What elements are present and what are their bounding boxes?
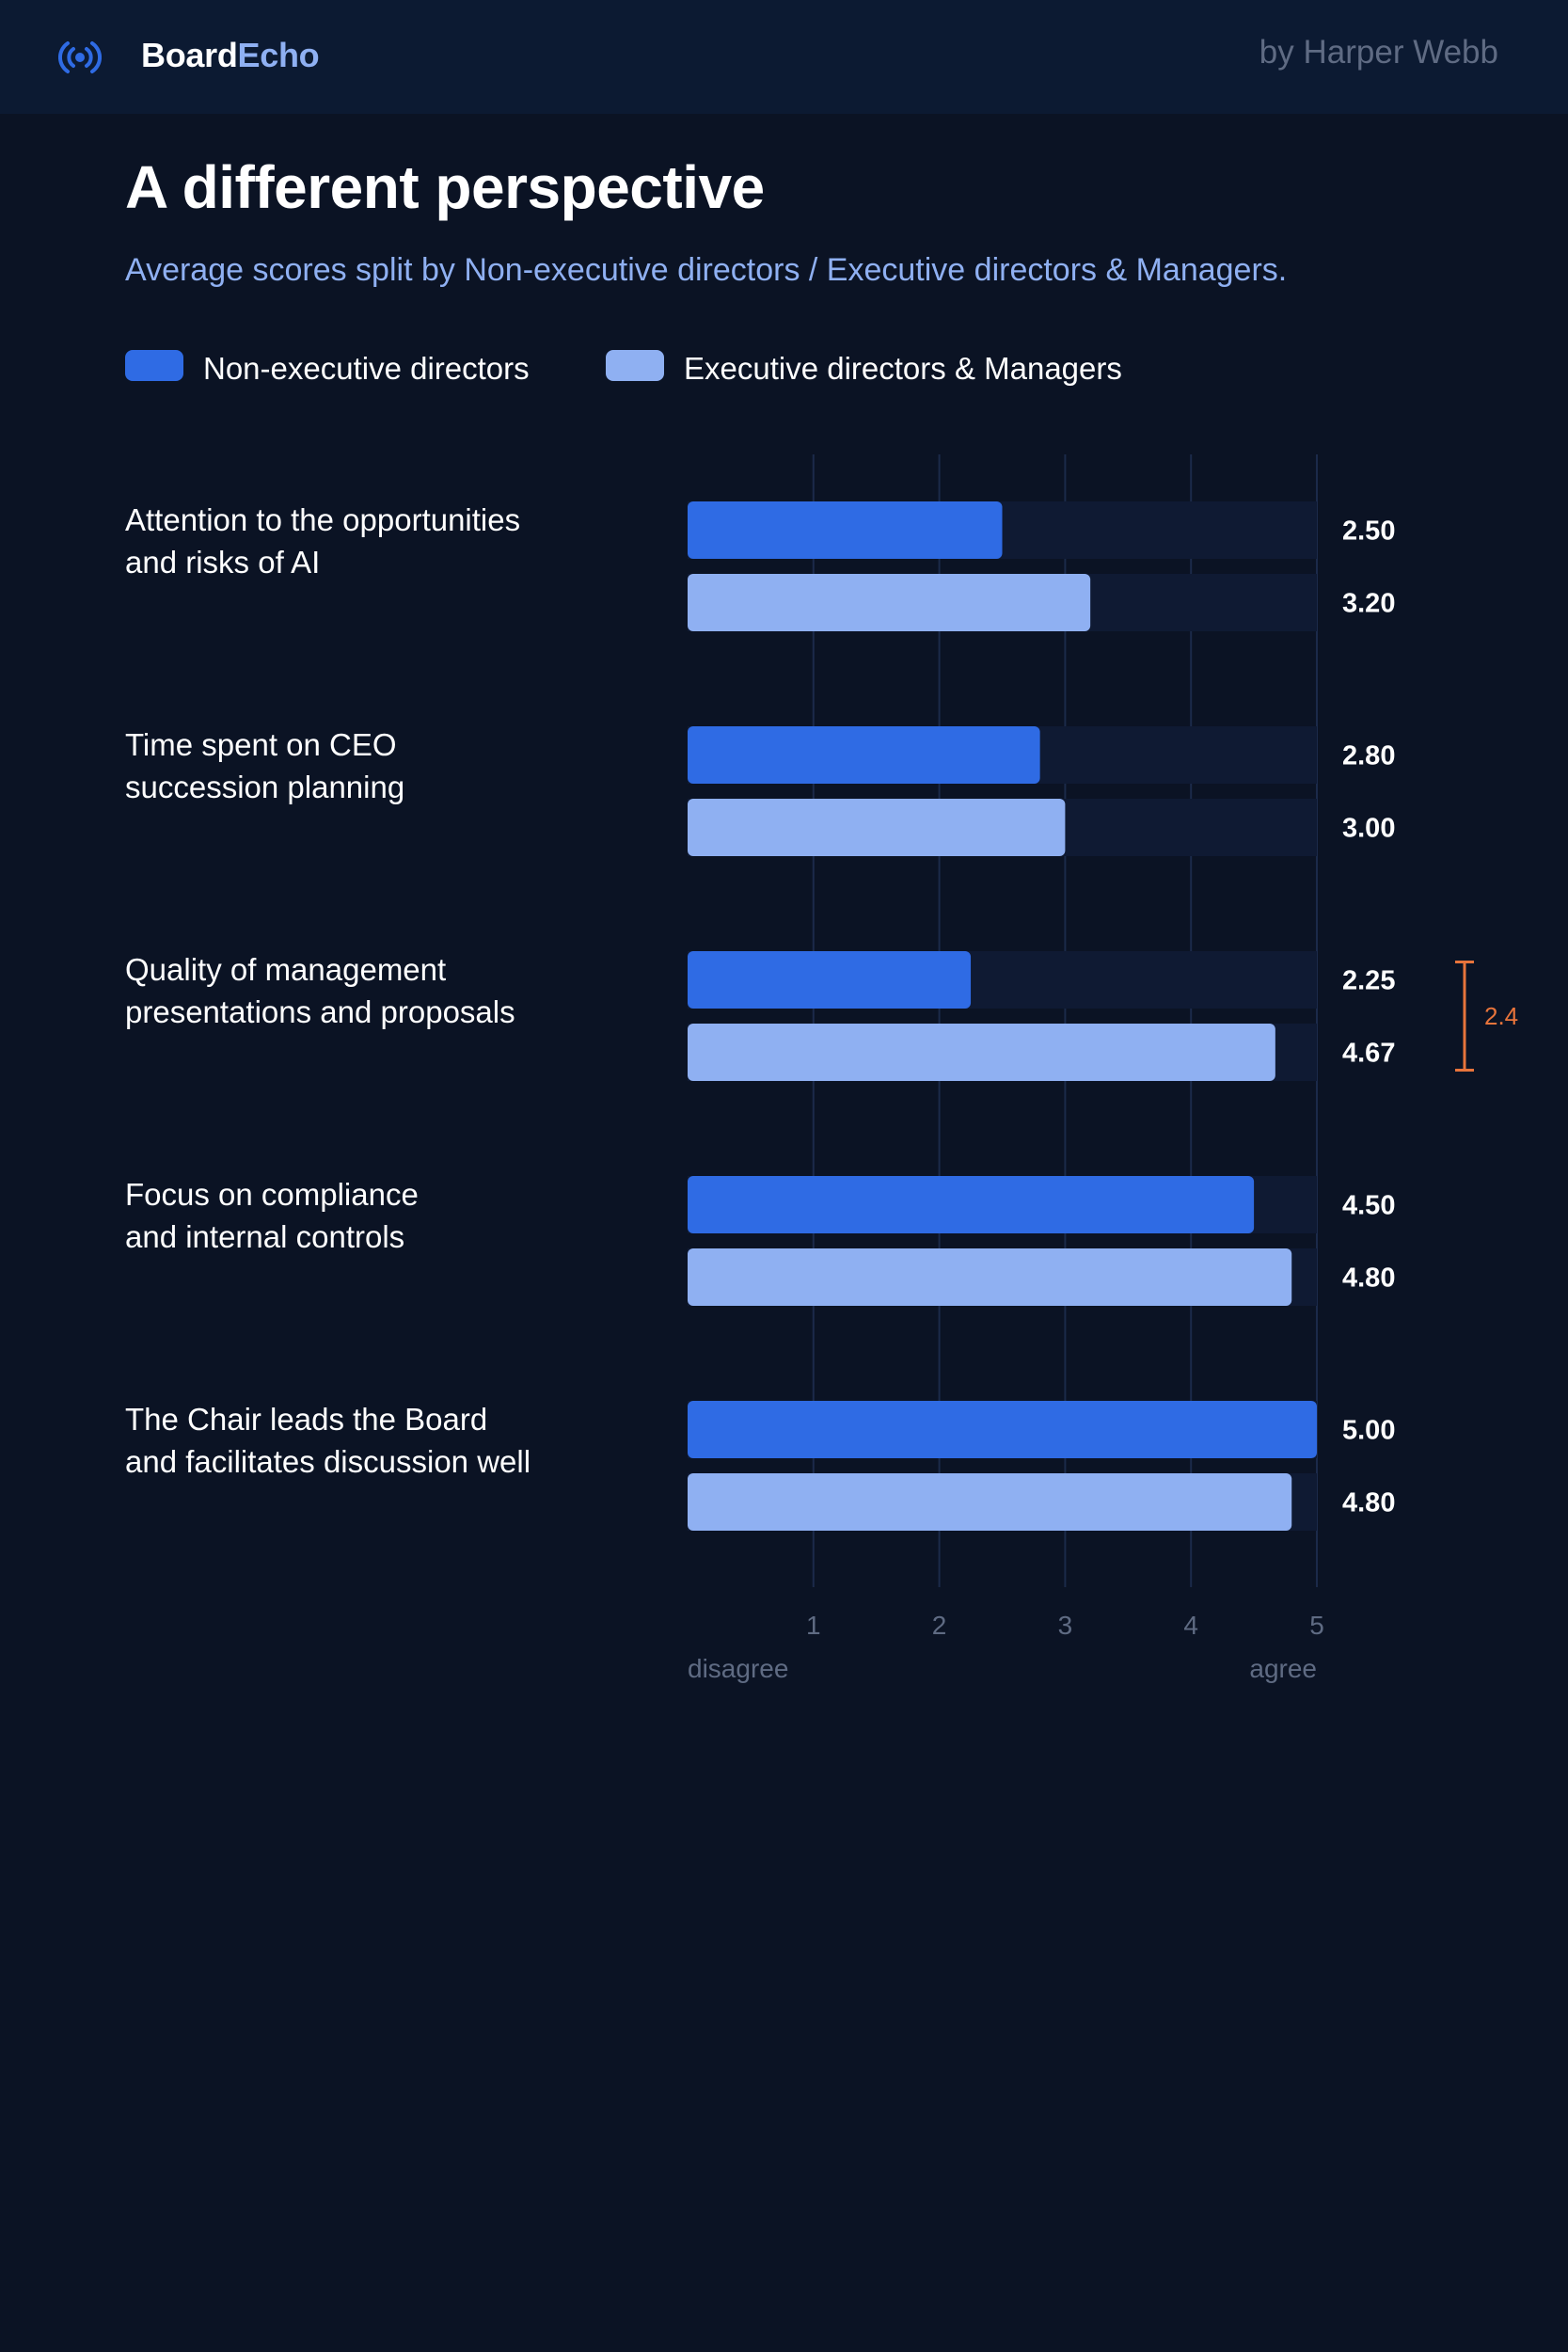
bar-non-exec [688, 951, 972, 1009]
legend-swatch-non-exec [125, 350, 183, 381]
x-tick-label: 3 [1058, 1611, 1073, 1640]
legend-label-exec: Executive directors & Managers [684, 351, 1122, 386]
bar-exec [688, 1473, 1292, 1531]
category-label: Time spent on CEO succession planning [125, 723, 614, 808]
bar-non-exec [688, 1176, 1255, 1233]
bar-exec [688, 574, 1091, 631]
data-label: 5.00 [1342, 1416, 1395, 1446]
data-label: 4.80 [1342, 1488, 1395, 1518]
bar-non-exec [688, 1401, 1317, 1458]
data-label: 2.25 [1342, 966, 1395, 996]
bar-exec [688, 1248, 1292, 1306]
data-label: 4.67 [1342, 1039, 1395, 1069]
brand-name-part1: Board [141, 36, 238, 74]
brand-name-part2: Echo [237, 36, 320, 74]
x-tick-label: 4 [1183, 1611, 1198, 1640]
top-bar: BoardEcho by Harper Webb [0, 0, 1568, 114]
category-label: Quality of management presentations and … [125, 948, 614, 1033]
x-tick-label: 5 [1309, 1611, 1324, 1640]
x-tick-label: 2 [932, 1611, 947, 1640]
page-title: A different perspective [125, 153, 765, 221]
category-label-line: Time spent on CEO [125, 727, 397, 762]
legend-swatch-exec [606, 350, 664, 381]
gap-annotation: 2.4 [1484, 1002, 1518, 1030]
data-label: 4.50 [1342, 1191, 1395, 1221]
data-label: 3.00 [1342, 814, 1395, 844]
category-label-line: succession planning [125, 770, 405, 804]
bar-non-exec [688, 501, 1003, 559]
broadcast-icon [58, 41, 102, 73]
category-label-line: Attention to the opportunities [125, 502, 521, 537]
legend-label-non-exec: Non-executive directors [203, 351, 530, 386]
bar-non-exec [688, 726, 1040, 784]
data-label: 2.80 [1342, 741, 1395, 771]
category-label-line: and facilitates discussion well [125, 1444, 531, 1479]
bar-exec [688, 799, 1066, 856]
category-label-line: presentations and proposals [125, 994, 515, 1029]
category-label-line: and risks of AI [125, 545, 321, 580]
axis-end-label-low: disagree [688, 1654, 788, 1683]
bar-exec [688, 1024, 1275, 1081]
data-label: 2.50 [1342, 516, 1395, 547]
brand-name[interactable]: BoardEcho [141, 36, 320, 75]
category-label: The Chair leads the Board and facilitate… [125, 1398, 614, 1483]
data-label: 3.20 [1342, 589, 1395, 619]
data-label: 4.80 [1342, 1263, 1395, 1294]
category-label-line: The Chair leads the Board [125, 1402, 488, 1437]
x-tick-label: 1 [806, 1611, 821, 1640]
axis-end-label-high: agree [1249, 1654, 1317, 1683]
category-label: Focus on compliance and internal control… [125, 1173, 614, 1258]
page-subtitle: Average scores split by Non-executive di… [125, 252, 1288, 288]
author-byline: by Harper Webb [1259, 34, 1498, 71]
category-label-line: Focus on compliance [125, 1177, 419, 1212]
category-label-line: and internal controls [125, 1219, 405, 1254]
category-label: Attention to the opportunities and risks… [125, 499, 614, 583]
category-label-line: Quality of management [125, 952, 447, 987]
